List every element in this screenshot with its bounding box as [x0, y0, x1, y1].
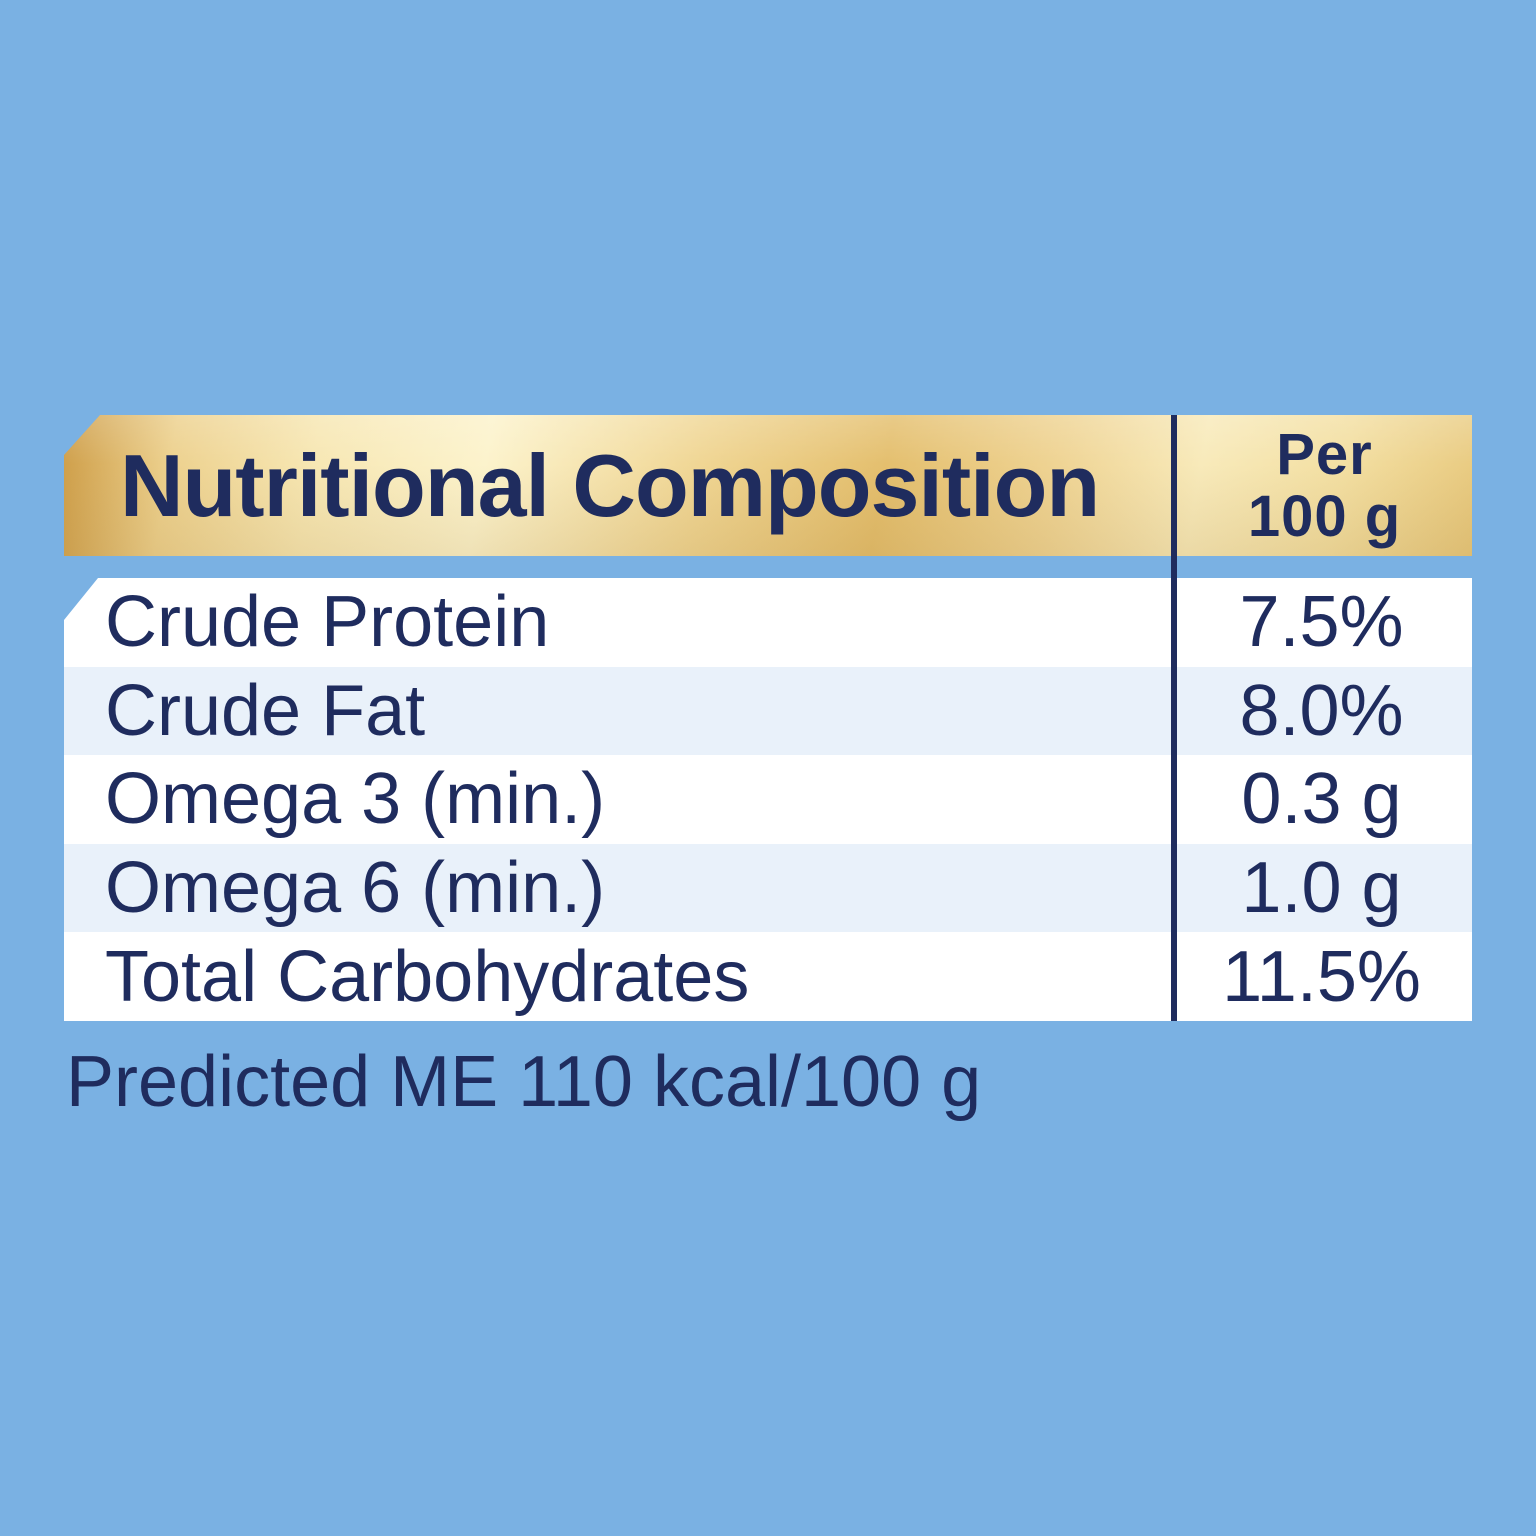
nutrition-table: Crude Protein 7.5% Crude Fat 8.0% Omega … — [64, 578, 1472, 1021]
table-title: Nutritional Composition — [120, 435, 1100, 535]
table-row: Crude Protein 7.5% — [64, 578, 1472, 667]
table-row: Total Carbohydrates 11.5% — [64, 932, 1472, 1021]
per-100g-column-header: Per 100 g — [1177, 415, 1472, 556]
nutrient-value: 7.5% — [1239, 582, 1404, 663]
per-100g-label: 100 g — [1247, 483, 1402, 549]
column-divider-line — [1171, 415, 1177, 1021]
nutrient-name: Total Carbohydrates — [105, 936, 750, 1017]
per-label: Per — [1276, 421, 1373, 487]
predicted-me-note: Predicted ME 110 kcal/100 g — [66, 1042, 982, 1122]
table-row: Omega 3 (min.) 0.3 g — [64, 755, 1472, 844]
nutrient-value: 1.0 g — [1241, 848, 1402, 929]
table-row: Crude Fat 8.0% — [64, 666, 1472, 756]
nutrient-name: Omega 6 (min.) — [105, 848, 606, 929]
nutrient-name: Crude Fat — [105, 670, 426, 751]
nutrient-name: Crude Protein — [105, 582, 550, 663]
table-row: Omega 6 (min.) 1.0 g — [64, 843, 1472, 933]
table-header-banner: Nutritional Composition Per 100 g — [64, 415, 1472, 556]
nutrient-name: Omega 3 (min.) — [105, 759, 606, 840]
nutrient-value: 8.0% — [1239, 670, 1404, 751]
nutrient-value: 11.5% — [1222, 936, 1421, 1017]
nutrient-value: 0.3 g — [1241, 759, 1402, 840]
